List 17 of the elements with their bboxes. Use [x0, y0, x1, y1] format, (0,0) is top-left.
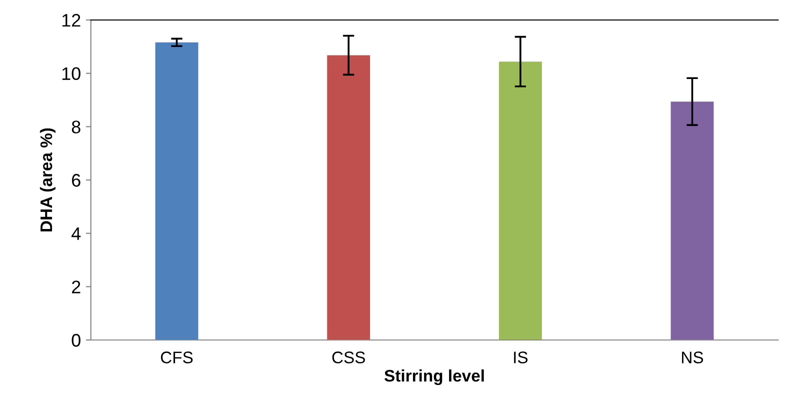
- y-tick-label: 4: [72, 227, 81, 240]
- x-tick-label: IS: [514, 352, 528, 364]
- x-axis-title: Stirring level: [384, 369, 484, 386]
- y-tick-label: 8: [72, 120, 80, 134]
- y-tick-label: 0: [72, 334, 80, 347]
- bar: [498, 62, 542, 340]
- y-tick-label: 6: [72, 174, 80, 187]
- y-tick-label: 12: [62, 14, 80, 27]
- bar: [670, 102, 714, 340]
- bar: [155, 42, 198, 340]
- y-tick-label: 10: [62, 67, 80, 80]
- bar: [327, 55, 370, 340]
- y-tick-label: 2: [72, 280, 80, 294]
- y-axis-title: DHA (area %): [40, 128, 56, 232]
- x-tick-label: CSS: [332, 352, 365, 364]
- x-tick-label: NS: [682, 352, 704, 364]
- x-tick-label: CFS: [160, 352, 193, 364]
